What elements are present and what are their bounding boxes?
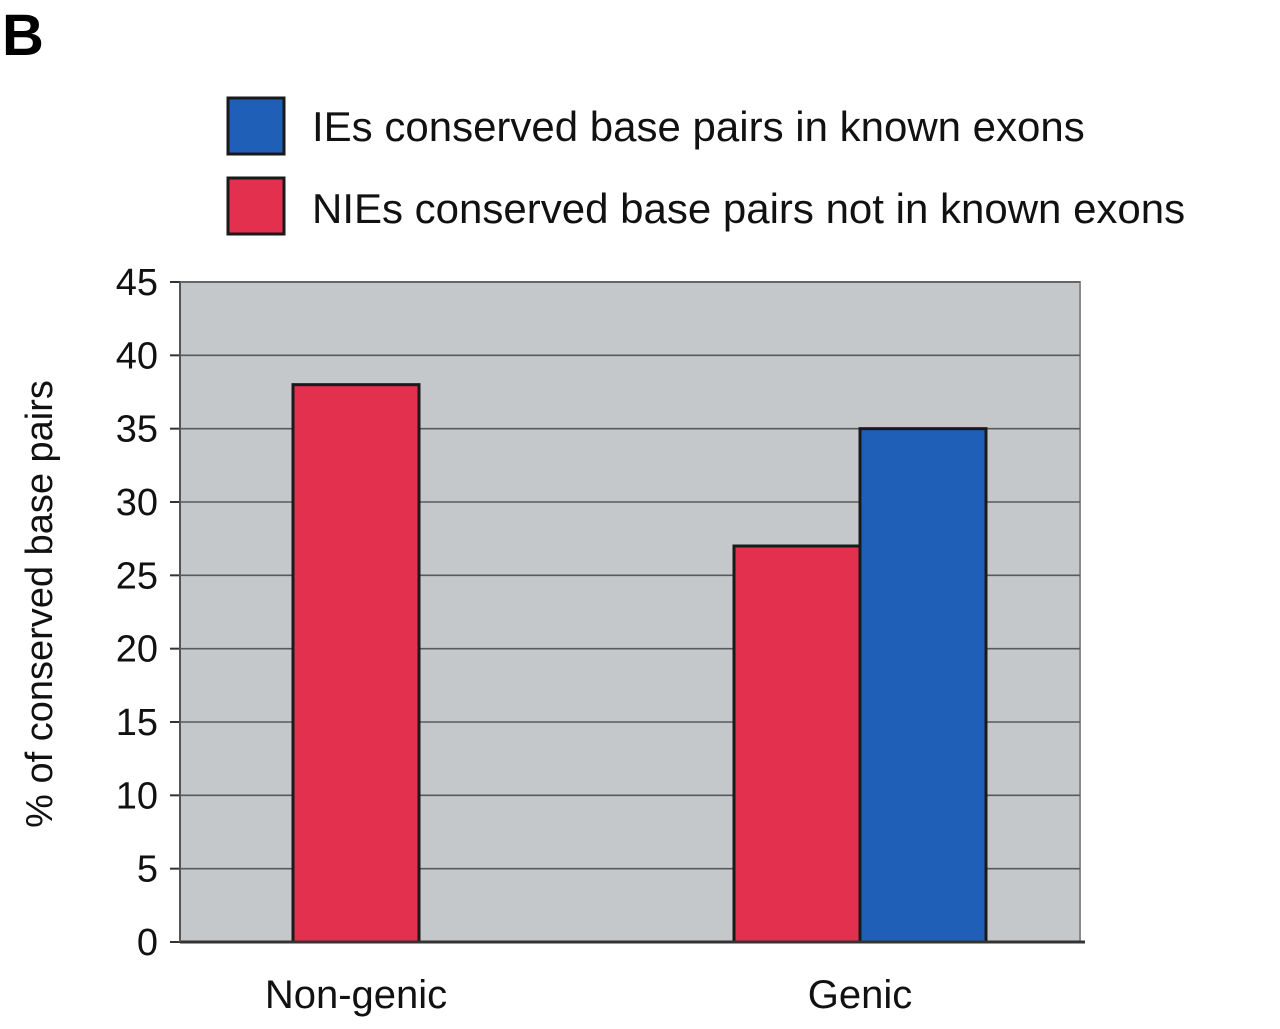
x-axis-labels: Non-genic Genic (265, 973, 912, 1017)
y-tick-label: 20 (116, 629, 158, 671)
legend: IEs conserved base pairs in known exons … (226, 96, 1185, 236)
panel-label: B (2, 3, 44, 68)
bar-non-genic-nies (291, 383, 421, 944)
x-category-label: Non-genic (265, 973, 447, 1017)
y-tick-label: 30 (116, 482, 158, 524)
legend-item-nies: NIEs conserved base pairs not in known e… (226, 176, 1185, 236)
legend-swatch-nies (226, 176, 286, 236)
y-tick-label: 45 (116, 262, 158, 304)
legend-label-ies: IEs conserved base pairs in known exons (312, 103, 1085, 150)
y-tick-label: 5 (137, 849, 158, 891)
x-category-label: Genic (808, 973, 913, 1017)
y-tick-label: 40 (116, 335, 158, 377)
y-tick-label: 0 (137, 922, 158, 964)
y-axis-title: % of conserved base pairs (19, 380, 61, 828)
legend-label-nies: NIEs conserved base pairs not in known e… (312, 185, 1185, 232)
y-tick-label: 25 (116, 555, 158, 597)
y-tick-label: 35 (116, 409, 158, 451)
y-tick-label: 10 (116, 775, 158, 817)
bar-genic-nies (732, 544, 862, 944)
bars (291, 383, 988, 944)
y-tick-label: 15 (116, 702, 158, 744)
y-axis-ticks: 0 5 10 15 20 25 30 35 40 45 (116, 262, 180, 964)
legend-item-ies: IEs conserved base pairs in known exons (226, 96, 1085, 156)
bar-genic-ies (858, 427, 988, 944)
legend-swatch-ies (226, 96, 286, 156)
